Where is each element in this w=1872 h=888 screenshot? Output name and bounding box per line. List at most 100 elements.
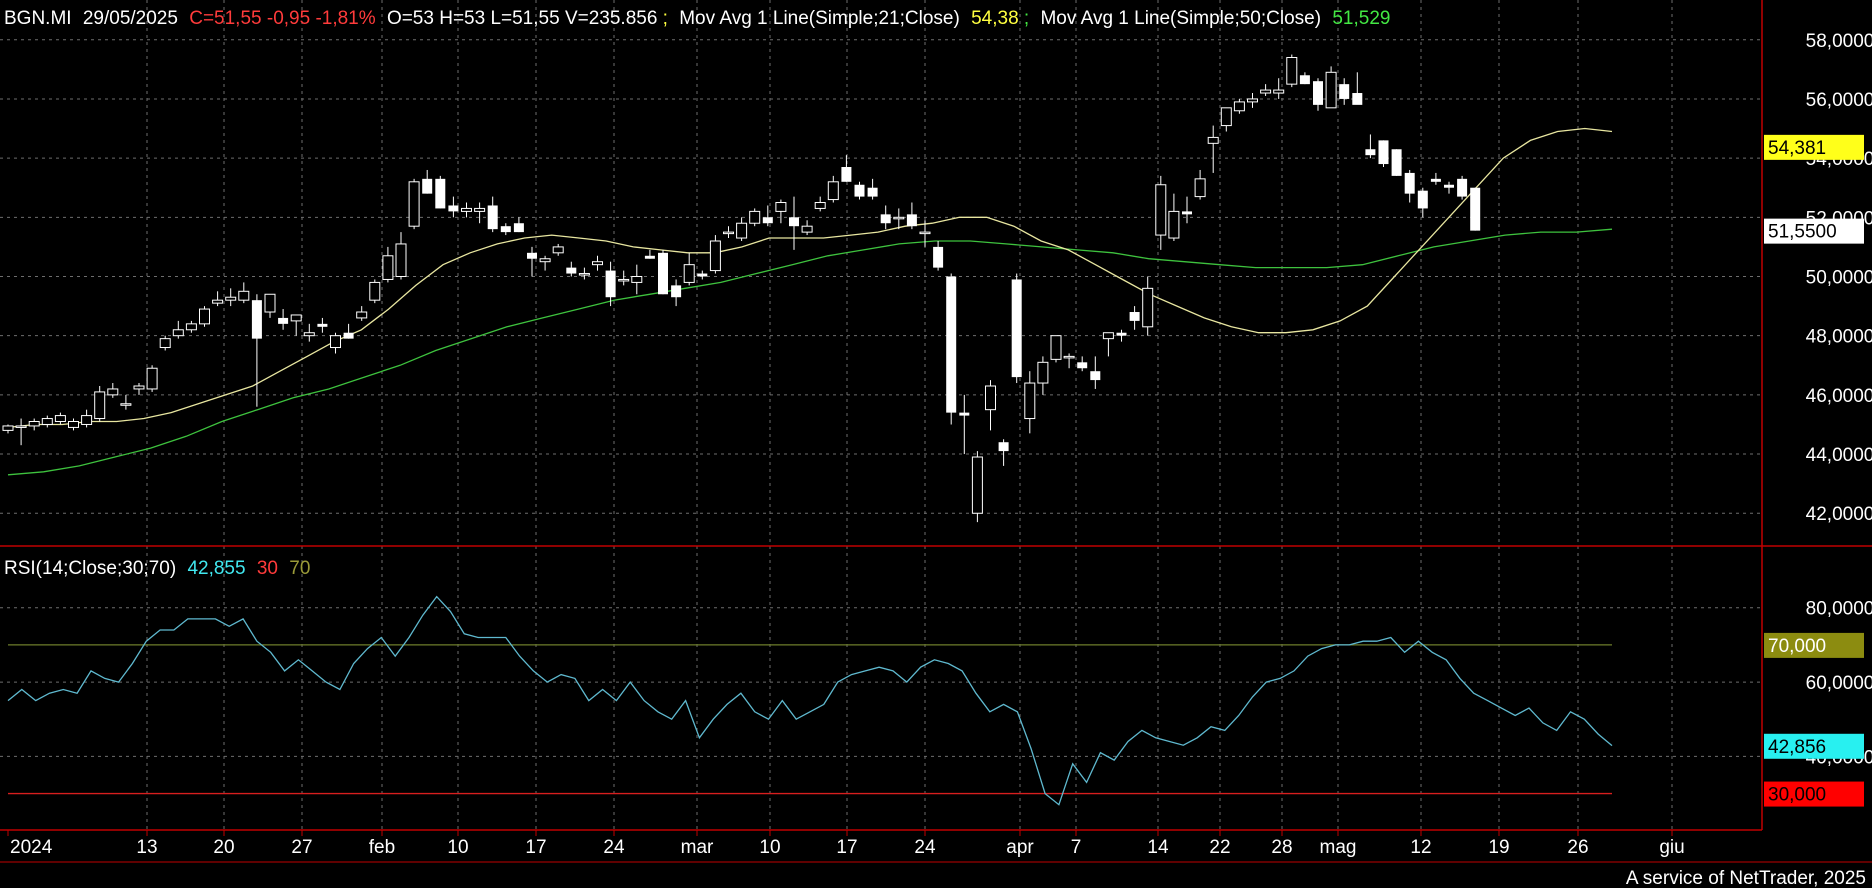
candle-body-up (592, 261, 603, 266)
candle (317, 317, 328, 333)
candle (1090, 356, 1101, 389)
candle (683, 252, 695, 286)
candle-body-up (408, 181, 420, 227)
candle-body-up (631, 276, 643, 283)
candle (1182, 196, 1192, 224)
x-tick-label: 10 (447, 837, 468, 858)
candle-body-up (1155, 184, 1167, 236)
candle-body-down (1391, 149, 1402, 176)
candle-body-up (827, 181, 839, 201)
candle-body-down (1404, 172, 1415, 194)
tag-rsi-70: 70,000 (1764, 632, 1864, 658)
candle (330, 332, 341, 354)
candle (107, 383, 119, 398)
candle-body-down (448, 205, 459, 212)
candle (1352, 72, 1363, 105)
rsi-line (7, 595, 1613, 806)
candle-body-up (172, 329, 184, 337)
candle (618, 270, 630, 286)
candle-body-up (225, 296, 237, 301)
candle-body-up (199, 308, 210, 325)
candle-body-up (775, 202, 787, 212)
candle-body-down (644, 255, 655, 259)
candle-body-up (971, 456, 983, 514)
candle-body-up (1247, 98, 1258, 103)
candle-body-up (578, 273, 590, 276)
candle (709, 235, 721, 274)
price-y-tick: 50,0000 (1806, 268, 1872, 289)
candle (94, 385, 106, 422)
x-tick-label: feb (369, 837, 395, 858)
candle-body-up (683, 264, 695, 283)
candle (736, 217, 748, 241)
candle-body-up (395, 243, 407, 278)
candle (15, 418, 27, 446)
candle (827, 175, 839, 203)
tag-ma21-text: 54,381 (1768, 138, 1826, 159)
tag-close-box (1764, 218, 1864, 244)
candle-body-down (959, 412, 970, 416)
tag-close: 51,5500 (1764, 218, 1864, 244)
x-tick-label: 28 (1271, 837, 1292, 858)
candle-body-up (133, 385, 145, 390)
candle-body-up (709, 240, 721, 272)
x-tick-label: 17 (525, 837, 546, 858)
candle (605, 261, 616, 307)
candle-body-up (1142, 287, 1154, 328)
candle (146, 365, 158, 392)
candle-body-down (658, 252, 668, 295)
candle-body-up (28, 421, 40, 427)
candle (1417, 187, 1428, 218)
candle-body-down (1077, 362, 1088, 369)
candle (946, 273, 957, 425)
candle (159, 335, 171, 351)
x-tick-label: 2024 (10, 837, 53, 858)
candle (1024, 371, 1036, 434)
candle-body-down (1378, 140, 1389, 165)
candle-body-down (1129, 312, 1140, 321)
x-tick-label: 14 (1147, 837, 1169, 858)
candle (172, 320, 184, 339)
candle-body-up (41, 418, 53, 425)
candle (867, 178, 878, 200)
candle (474, 202, 486, 224)
candle (1233, 98, 1245, 114)
candle (985, 380, 996, 431)
header-ma21-label: Mov Avg 1 Line(Simple;21;Close) (679, 8, 960, 29)
candle (592, 255, 603, 271)
candle-body-up (618, 278, 630, 282)
candle-body-up (303, 332, 315, 337)
candle (290, 314, 302, 336)
header-sep: ; (1024, 8, 1029, 29)
candle-body-up (356, 311, 368, 319)
candle-body-up (1220, 107, 1232, 127)
candle (1339, 78, 1350, 105)
candle-body-down (867, 187, 878, 197)
candle-body-up (68, 421, 79, 428)
candle (1116, 329, 1127, 342)
candle (527, 246, 537, 277)
candle (1299, 72, 1310, 85)
candle-body-down (1339, 84, 1350, 99)
candle-body-down (1011, 279, 1022, 378)
x-tick-label: 24 (603, 837, 625, 858)
candle-body-up (985, 385, 996, 411)
candle (435, 175, 446, 209)
candle-body-down (789, 217, 799, 227)
candle-body-down (1365, 149, 1376, 156)
candle-body-up (1050, 335, 1062, 360)
rsi-y-tick: 80,0000 (1806, 599, 1872, 620)
candle-body-up (1024, 382, 1036, 420)
candle (382, 246, 394, 283)
candle-body-up (369, 281, 381, 301)
candle-body-up (893, 216, 905, 220)
candle (264, 293, 276, 318)
candle (1247, 93, 1258, 108)
candle (919, 220, 931, 247)
tag-ma21-box (1764, 134, 1864, 160)
x-tick-label: 13 (136, 837, 157, 858)
candle-body-up (1233, 101, 1245, 112)
candle-body-down (566, 267, 577, 274)
candle-body-up (1273, 89, 1285, 94)
